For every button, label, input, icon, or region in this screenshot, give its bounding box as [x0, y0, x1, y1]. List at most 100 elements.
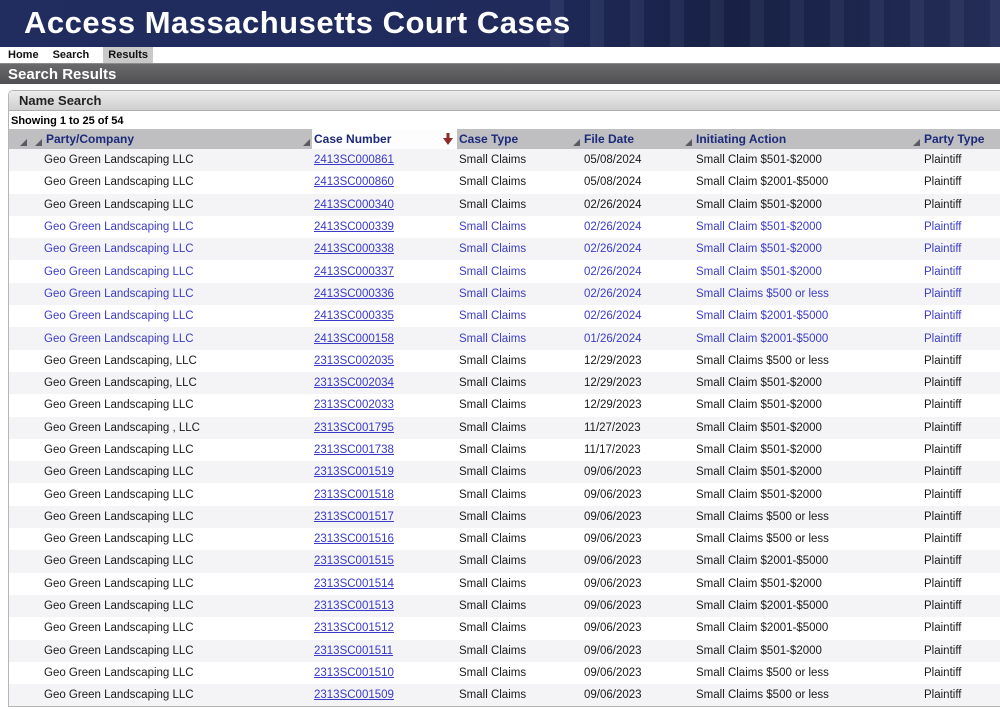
row-icon-cell-1	[9, 349, 29, 372]
cell-file-date: 05/08/2024	[582, 171, 694, 194]
case-number-link[interactable]: 2313SC001511	[314, 644, 394, 657]
cell-case-type: Small Claims	[457, 149, 582, 172]
column-header-initiating-action[interactable]: Initiating Action	[694, 129, 922, 149]
cell-initiating-action: Small Claim $501-$2000	[694, 639, 922, 662]
cell-file-date: 09/06/2023	[582, 483, 694, 506]
case-number-link[interactable]: 2313SC002034	[314, 377, 394, 390]
cell-initiating-action: Small Claims $500 or less	[694, 684, 922, 707]
case-number-link[interactable]: 2313SC001795	[314, 421, 394, 434]
sort-triangle-icon	[913, 139, 920, 146]
cell-initiating-action: Small Claim $501-$2000	[694, 394, 922, 417]
case-number-link[interactable]: 2313SC001510	[314, 666, 394, 679]
table-row: Geo Green Landscaping LLC 2313SC001514 Sma…	[9, 572, 1000, 595]
nav-item-search[interactable]: Search	[52, 49, 90, 61]
sort-triangle-icon	[20, 139, 27, 146]
row-icon-cell-2	[29, 238, 44, 261]
row-icon-cell-1	[9, 528, 29, 551]
case-number-link[interactable]: 2413SC000339	[314, 221, 394, 234]
cell-file-date: 02/26/2024	[582, 238, 694, 261]
case-number-link[interactable]: 2313SC002035	[314, 354, 394, 367]
cell-case-type: Small Claims	[457, 327, 582, 350]
row-icon-cell-1	[9, 639, 29, 662]
cell-case-type: Small Claims	[457, 505, 582, 529]
row-icon-cell-1	[9, 572, 29, 595]
row-icon-cell-1	[9, 461, 29, 484]
case-number-link[interactable]: 2413SC000861	[314, 154, 394, 167]
cell-file-date: 09/06/2023	[582, 617, 694, 640]
column-header-case-number[interactable]: Case Number	[312, 129, 457, 149]
case-number-link[interactable]: 2313SC001738	[314, 444, 394, 456]
app-banner: Access Massachusetts Court Cases	[0, 0, 1000, 47]
case-number-link[interactable]: 2313SC001509	[314, 689, 394, 702]
cell-party-company: Geo Green Landscaping LLC	[44, 394, 312, 417]
case-number-link[interactable]: 2313SC001514	[314, 577, 394, 590]
cell-case-type: Small Claims	[457, 617, 582, 640]
cell-initiating-action: Small Claims $500 or less	[694, 661, 922, 685]
row-icon-cell-1	[9, 371, 29, 395]
table-row: Geo Green Landscaping LLC 2313SC002033 Sma…	[9, 394, 1000, 417]
case-number-link[interactable]: 2413SC000336	[314, 287, 394, 300]
cell-case-number: 2313SC001511	[312, 639, 457, 662]
case-number-link[interactable]: 2313SC001516	[314, 533, 394, 546]
nav-item-results[interactable]: Results	[103, 47, 154, 63]
name-search-panel: Name Search Showing 1 to 25 of 54 Party/…	[8, 90, 1000, 708]
cell-case-number: 2313SC001514	[312, 572, 457, 595]
row-icon-cell-2	[29, 572, 44, 595]
cell-file-date: 09/06/2023	[582, 639, 694, 662]
cell-case-type: Small Claims	[457, 461, 582, 484]
table-row: Geo Green Landscaping LLC 2413SC000337 Sma…	[9, 260, 1000, 283]
case-number-link[interactable]: 2313SC001512	[314, 622, 394, 635]
row-icon-cell-1	[9, 238, 29, 261]
cell-initiating-action: Small Claim $501-$2000	[694, 215, 922, 239]
case-number-link[interactable]: 2413SC000335	[314, 310, 394, 323]
cell-party-company: Geo Green Landscaping LLC	[44, 505, 312, 529]
app-title: Access Massachusetts Court Cases	[24, 5, 571, 40]
nav-item-home[interactable]: Home	[8, 49, 39, 61]
row-icon-cell-1	[9, 327, 29, 350]
case-number-link[interactable]: 2413SC000337	[314, 265, 394, 278]
row-icon-cell-2	[29, 639, 44, 662]
cell-case-type: Small Claims	[457, 639, 582, 662]
column-header-party-company[interactable]: Party/Company	[44, 129, 312, 149]
cell-initiating-action: Small Claim $2001-$5000	[694, 327, 922, 350]
section-title-bar: Search Results	[0, 63, 1000, 84]
case-number-link[interactable]: 2413SC000338	[314, 243, 394, 256]
cell-case-type: Small Claims	[457, 305, 582, 328]
case-number-link[interactable]: 2313SC001517	[314, 510, 394, 523]
cell-file-date: 11/27/2023	[582, 416, 694, 439]
sort-triangle-icon	[573, 139, 580, 146]
case-number-link[interactable]: 2413SC000860	[314, 176, 394, 189]
cell-file-date: 12/29/2023	[582, 394, 694, 417]
cell-case-number: 2313SC002034	[312, 371, 457, 395]
case-number-link[interactable]: 2413SC000158	[314, 332, 394, 345]
row-icon-cell-2	[29, 438, 44, 462]
header-icon-cell-2[interactable]	[29, 129, 44, 149]
column-header-case-type[interactable]: Case Type	[457, 129, 582, 149]
case-number-link[interactable]: 2313SC001515	[314, 555, 394, 568]
case-number-link[interactable]: 2413SC000340	[314, 198, 394, 211]
cell-party-company: Geo Green Landscaping LLC	[44, 483, 312, 506]
results-count: Showing 1 to 25 of 54	[11, 115, 124, 127]
table-row: Geo Green Landscaping LLC 2313SC001519 Sma…	[9, 461, 1000, 484]
case-number-link[interactable]: 2313SC002033	[314, 399, 394, 412]
cell-initiating-action: Small Claim $501-$2000	[694, 193, 922, 216]
cell-initiating-action: Small Claim $501-$2000	[694, 572, 922, 595]
header-icon-cell-1[interactable]	[9, 129, 29, 149]
row-icon-cell-1	[9, 617, 29, 640]
cell-initiating-action: Small Claims $500 or less	[694, 349, 922, 372]
column-header-party-type[interactable]: Party Type	[922, 129, 1000, 149]
case-number-link[interactable]: 2313SC001513	[314, 600, 394, 613]
row-icon-cell-2	[29, 282, 44, 306]
case-number-link[interactable]: 2313SC001519	[314, 466, 394, 479]
nav-bar: Home Search Results	[0, 47, 1000, 63]
cell-initiating-action: Small Claims $500 or less	[694, 528, 922, 551]
row-icon-cell-2	[29, 461, 44, 484]
cell-party-company: Geo Green Landscaping LLC	[44, 171, 312, 194]
column-header-file-date[interactable]: File Date	[582, 129, 694, 149]
row-icon-cell-1	[9, 594, 29, 618]
cell-party-company: Geo Green Landscaping LLC	[44, 260, 312, 283]
case-number-link[interactable]: 2313SC001518	[314, 488, 394, 501]
row-icon-cell-2	[29, 594, 44, 618]
cell-case-type: Small Claims	[457, 349, 582, 372]
table-row: Geo Green Landscaping LLC 2313SC001738 Sma…	[9, 438, 1000, 462]
